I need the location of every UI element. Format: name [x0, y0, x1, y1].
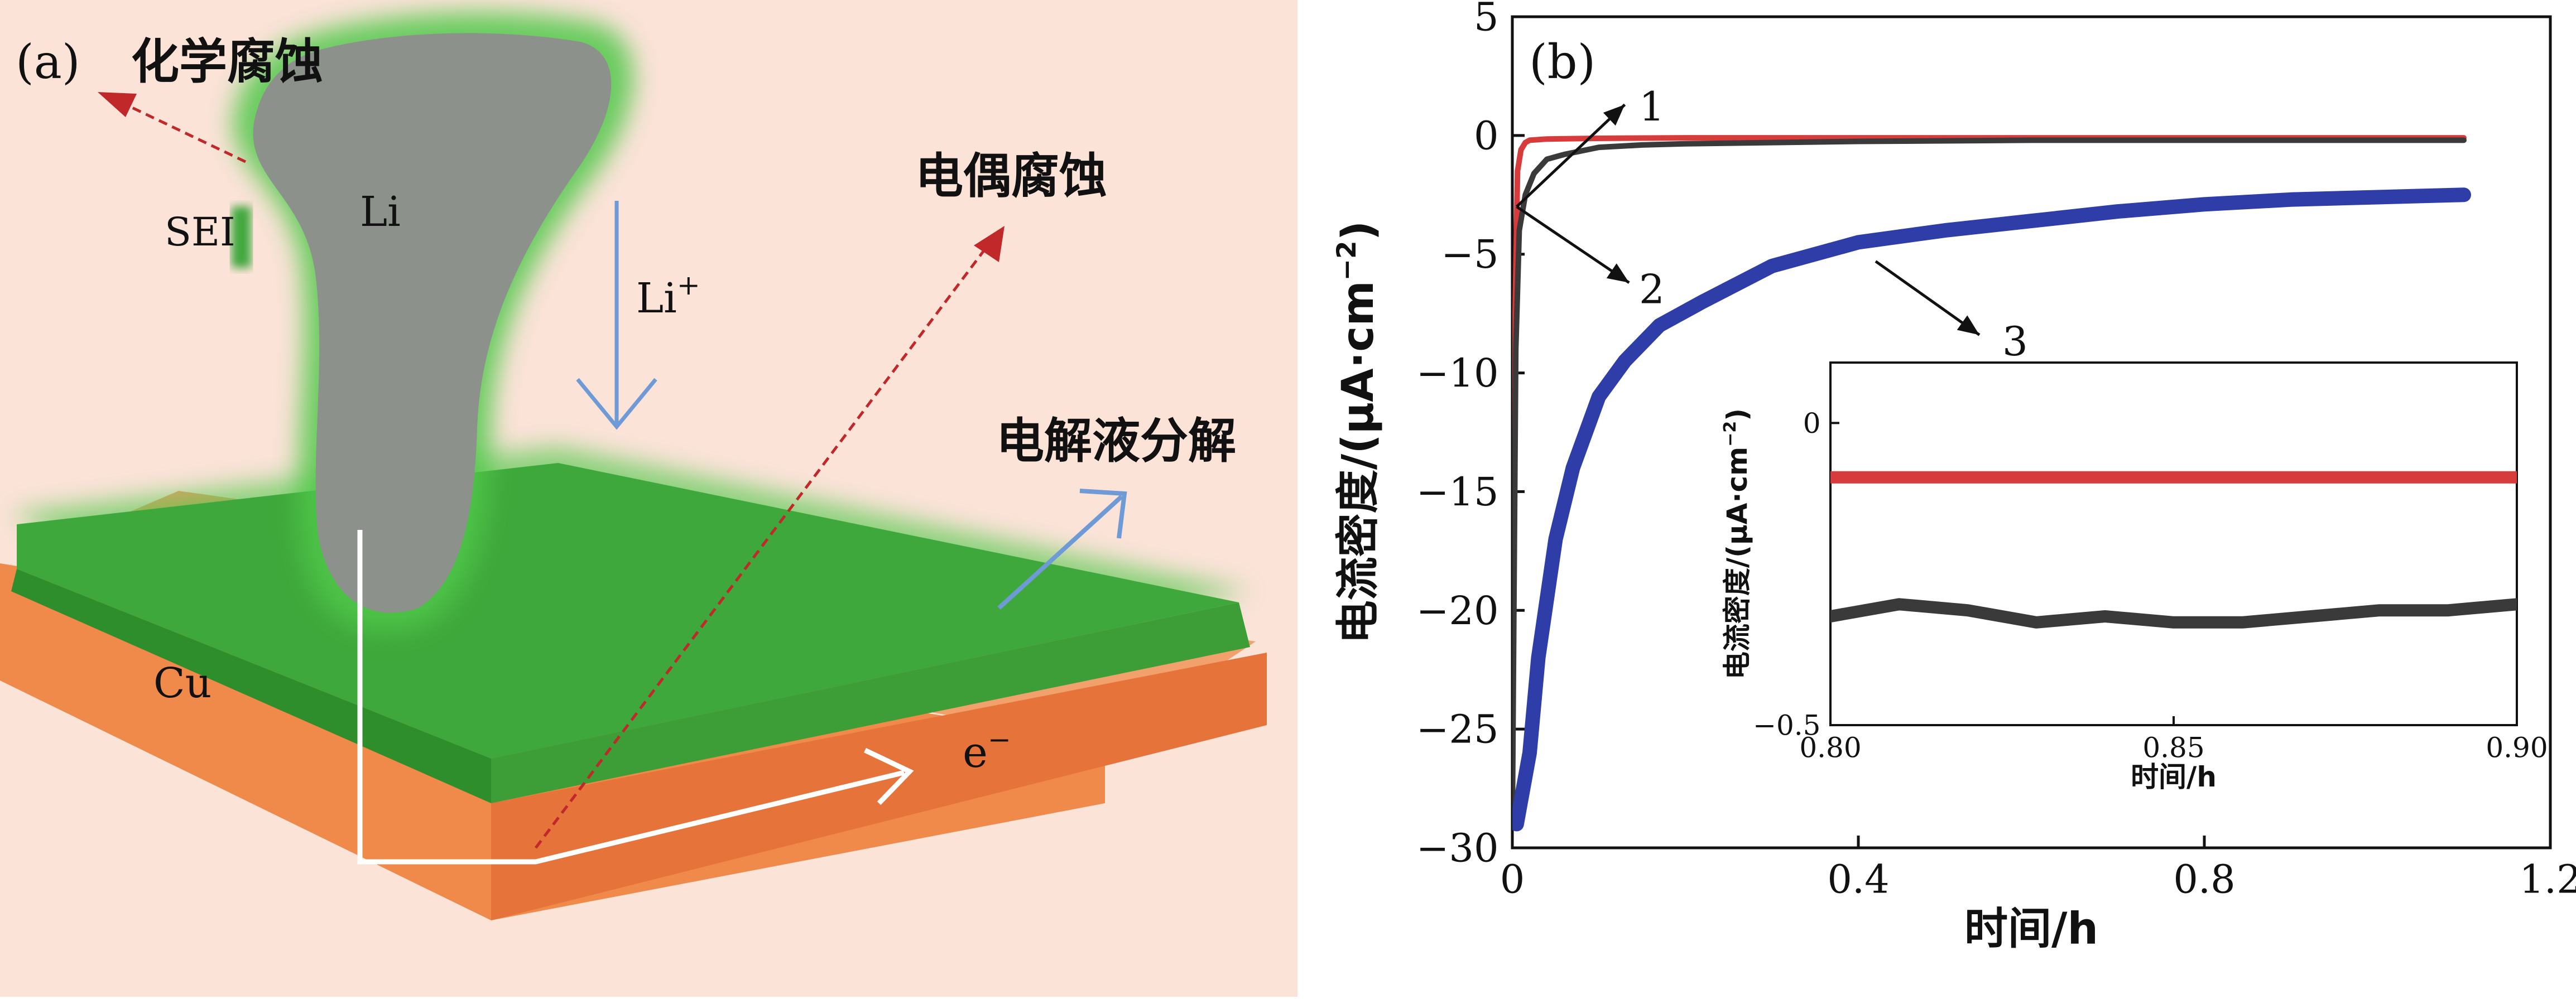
electrolyte-decomposition-label: 电解液分解 [996, 413, 1236, 469]
main-ytick-label: −20 [1416, 588, 1499, 634]
curve-3-pointer [1875, 260, 1981, 336]
inset-series-2 [1830, 598, 2517, 629]
inset-xlabel: 时间/h [2131, 761, 2217, 793]
electrolyte-decomposition-arrow [997, 489, 1127, 610]
main-ylabel: 电流密度/(μA·cm−2) [1332, 221, 1383, 644]
electron-flow-arrow [357, 530, 914, 865]
panel-b-chart: 0 0.4 0.8 1.2 5 0 −5 −10 −15 −20 −25 −30 时间/h 电流密度/(μ… [1300, 0, 2576, 997]
sei-label: SEI [165, 209, 236, 255]
curve-2-label: 2 [1639, 266, 1665, 313]
main-xlabel: 时间/h [1964, 904, 2098, 954]
cu-label: Cu [153, 659, 212, 707]
main-series-2 [1512, 137, 2467, 827]
inset-plot: 0.80 0.85 0.90 0 −0.5 时间/h 电流密度/(μA·cm−2) [1720, 361, 2548, 793]
curve-2-pointer [1516, 205, 1630, 284]
chemical-corrosion-label: 化学腐蚀 [131, 34, 323, 90]
curve-3-arrowhead [1957, 315, 1979, 335]
inset-xtick-label: 0.90 [2486, 732, 2548, 764]
main-ytick-label: −5 [1441, 231, 1498, 277]
main-ytick-label: −30 [1416, 826, 1499, 871]
curve-1-pointer [1516, 103, 1626, 208]
main-ytick-label: −10 [1416, 350, 1499, 396]
galvanic-corrosion-arrow [535, 226, 1005, 849]
main-xtick-label: 0.4 [1827, 857, 1889, 903]
main-xtick-label: 0.8 [2173, 857, 2235, 903]
panel-a-schematic: (a) 化学腐蚀 电偶腐蚀 电解液分解 SEI Li Li+ Cu e− [0, 0, 1297, 997]
li-ion-label: Li+ [636, 269, 700, 322]
li-label: Li [360, 188, 401, 236]
main-xtick-label: 1.2 [2519, 857, 2576, 903]
panel-b-label: (b) [1529, 35, 1595, 89]
inset-ylabel: 电流密度/(μA·cm−2) [1720, 408, 1753, 679]
curve-3-label: 3 [2002, 318, 2028, 365]
main-ytick-label: −25 [1416, 707, 1499, 752]
curve-2-arrowhead [1606, 263, 1630, 283]
main-series-3 [1512, 187, 2471, 832]
curve-1-arrowhead [1603, 104, 1625, 126]
inset-ytick-label: 0 [1803, 407, 1821, 440]
lithium-ion-arrow [576, 201, 657, 430]
galvanic-corrosion-label: 电偶腐蚀 [915, 148, 1107, 204]
main-ytick-label: −15 [1416, 469, 1499, 515]
curve-annotations: 1 2 3 [1516, 83, 2028, 365]
inset-ytick-label: −0.5 [1753, 710, 1820, 742]
main-ytick-label: 0 [1474, 113, 1499, 158]
inset-xtick-label: 0.85 [2142, 732, 2204, 764]
electron-label: e− [963, 723, 1011, 777]
panel-a-label: (a) [16, 35, 80, 89]
lithium-dendrite [232, 12, 633, 632]
inset-xtick-label: 0.80 [1799, 732, 1861, 764]
main-xtick-label: 0 [1500, 857, 1525, 903]
inset-frame [1829, 361, 2518, 726]
chemical-corrosion-arrow [98, 92, 247, 163]
main-ytick-label: 5 [1474, 0, 1499, 40]
curve-1-label: 1 [1639, 83, 1665, 130]
